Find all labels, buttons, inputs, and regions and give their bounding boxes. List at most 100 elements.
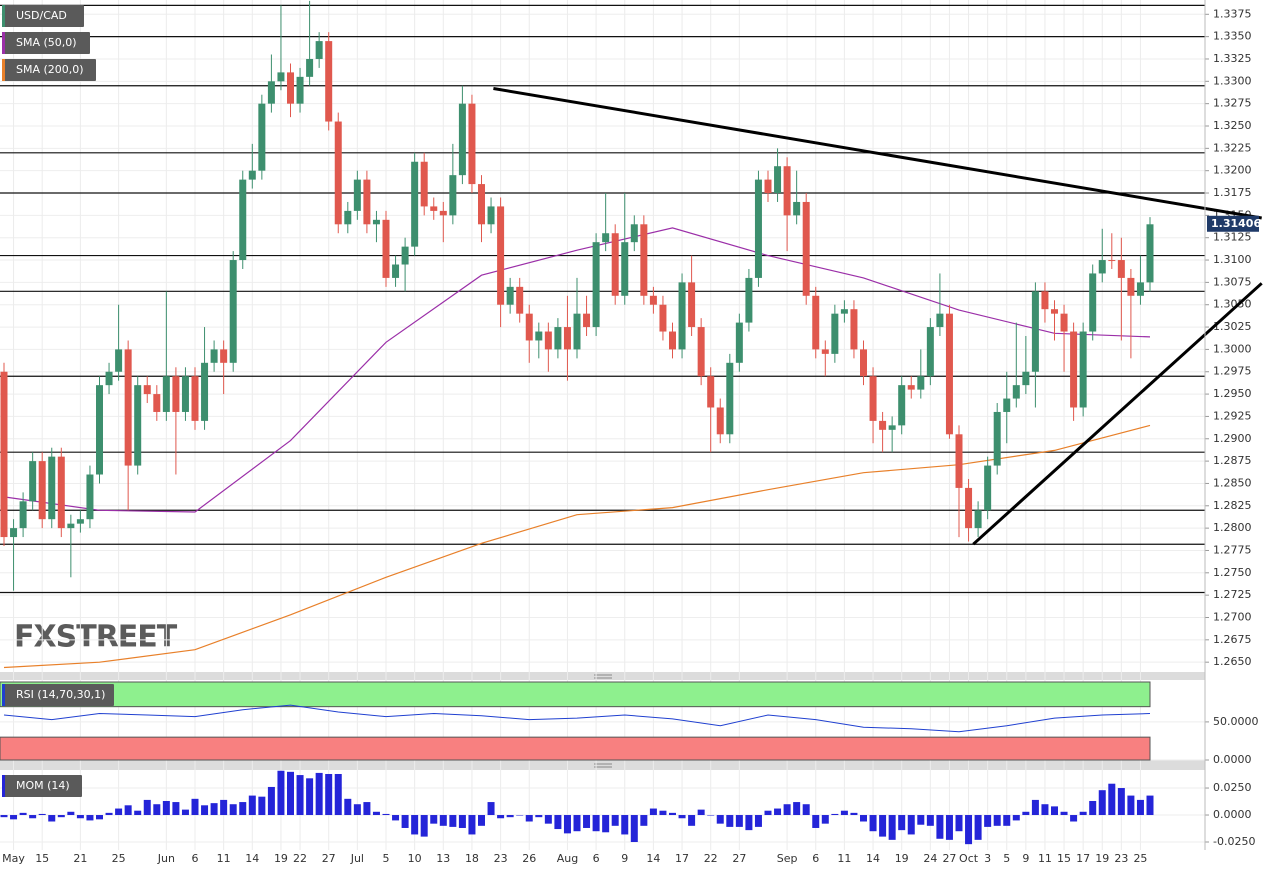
y-tick-label: 1.3250 bbox=[1213, 119, 1252, 132]
legend-label: SMA (50,0) bbox=[16, 36, 77, 49]
mom-bar bbox=[1089, 800, 1097, 816]
mom-bar bbox=[478, 815, 485, 826]
mom-bar bbox=[945, 815, 953, 840]
mom-bar bbox=[1060, 811, 1068, 816]
candle-body bbox=[1146, 224, 1154, 283]
candle-body bbox=[1041, 291, 1049, 310]
watermark: FXSTREET bbox=[14, 620, 178, 655]
candle-body bbox=[573, 313, 581, 350]
mom-bar bbox=[239, 802, 247, 816]
mom-bar bbox=[754, 815, 762, 827]
candle-body bbox=[936, 313, 944, 328]
x-tick-label: 19 bbox=[1095, 852, 1109, 865]
mom-bar bbox=[745, 815, 753, 831]
mom-bar bbox=[153, 804, 161, 816]
candle-body bbox=[659, 304, 667, 332]
y-tick-label: 1.3375 bbox=[1213, 7, 1252, 20]
candle-body bbox=[382, 219, 390, 278]
candle-body bbox=[468, 103, 476, 185]
candle-body bbox=[1108, 260, 1116, 262]
candle-body bbox=[363, 179, 371, 225]
candle-body bbox=[602, 233, 610, 243]
candle-body bbox=[774, 166, 782, 194]
mom-bar bbox=[134, 810, 142, 816]
y-tick-label: 1.2800 bbox=[1213, 521, 1252, 534]
mom-bar bbox=[1127, 795, 1135, 816]
candle-body bbox=[917, 376, 925, 390]
mom-bar bbox=[793, 802, 801, 816]
rsi-line bbox=[3, 704, 1151, 733]
mom-bar bbox=[726, 815, 734, 827]
mom-bar bbox=[649, 808, 657, 816]
candle-body bbox=[478, 184, 485, 225]
mom-bar bbox=[764, 810, 772, 816]
mom-bar bbox=[306, 778, 314, 816]
candle-body bbox=[993, 411, 1001, 466]
candle-body bbox=[525, 313, 533, 341]
x-tick-label: 19 bbox=[274, 852, 288, 865]
candle-body bbox=[850, 309, 858, 350]
candle-body bbox=[793, 201, 801, 216]
sma-line bbox=[3, 227, 1151, 513]
mom-bar bbox=[411, 815, 419, 835]
mom-bar bbox=[888, 815, 896, 840]
mom-bar bbox=[602, 815, 610, 833]
y-tick-label: 1.3300 bbox=[1213, 74, 1252, 87]
x-tick-label: Aug bbox=[557, 852, 578, 865]
candle-body bbox=[344, 210, 352, 225]
mom-bar bbox=[344, 798, 352, 816]
x-tick-label: 3 bbox=[984, 852, 991, 865]
mom-bar bbox=[1117, 788, 1125, 816]
candle-body bbox=[764, 179, 772, 194]
candle-body bbox=[1098, 260, 1106, 274]
mom-bar bbox=[29, 815, 37, 819]
y-tick-label: 0.0000 bbox=[1213, 753, 1252, 766]
legend-stripe bbox=[2, 5, 5, 27]
mom-bar bbox=[267, 786, 275, 816]
candle-body bbox=[860, 349, 867, 377]
mom-bar bbox=[67, 811, 75, 816]
candle-body bbox=[105, 371, 113, 386]
candle-body bbox=[965, 487, 973, 529]
candle-body bbox=[29, 461, 37, 502]
legend-box bbox=[2, 32, 90, 54]
x-tick-label: 13 bbox=[436, 852, 450, 865]
oversold-band bbox=[0, 736, 1151, 761]
mom-bar bbox=[974, 815, 982, 840]
candle-body bbox=[955, 434, 963, 488]
mom-bar bbox=[248, 795, 256, 816]
mom-bar bbox=[544, 815, 552, 824]
candle-body bbox=[535, 331, 543, 341]
candle-body bbox=[1136, 282, 1144, 296]
x-tick-label: 11 bbox=[837, 852, 851, 865]
mom-bar bbox=[76, 815, 84, 819]
candle-body bbox=[1031, 291, 1039, 372]
mom-bar bbox=[96, 815, 103, 820]
candle-body bbox=[506, 286, 514, 305]
x-tick-label: Oct bbox=[959, 852, 979, 865]
candle-body bbox=[1060, 313, 1068, 332]
candle-body bbox=[907, 385, 915, 390]
candle-body bbox=[783, 166, 791, 216]
x-tick-label: Sep bbox=[777, 852, 798, 865]
y-tick-label: 0.0000 bbox=[1213, 808, 1252, 821]
mom-bar bbox=[191, 798, 199, 816]
candle-body bbox=[926, 327, 934, 377]
candle-body bbox=[697, 327, 705, 377]
x-tick-label: 10 bbox=[408, 852, 422, 865]
legend-box bbox=[2, 684, 114, 706]
mom-bar bbox=[1146, 795, 1154, 816]
candle-body bbox=[1012, 385, 1020, 399]
mom-bar bbox=[907, 815, 915, 835]
candle-body bbox=[583, 313, 591, 328]
candle-body bbox=[134, 385, 142, 466]
mom-bar bbox=[879, 815, 887, 837]
y-tick-label: 1.2950 bbox=[1213, 387, 1252, 400]
legend-box bbox=[2, 5, 84, 27]
legend-label: USD/CAD bbox=[16, 9, 67, 22]
mom-bar bbox=[468, 815, 476, 835]
x-tick-label: 15 bbox=[1057, 852, 1071, 865]
x-tick-label: 22 bbox=[704, 852, 718, 865]
x-tick-label: 23 bbox=[1114, 852, 1128, 865]
